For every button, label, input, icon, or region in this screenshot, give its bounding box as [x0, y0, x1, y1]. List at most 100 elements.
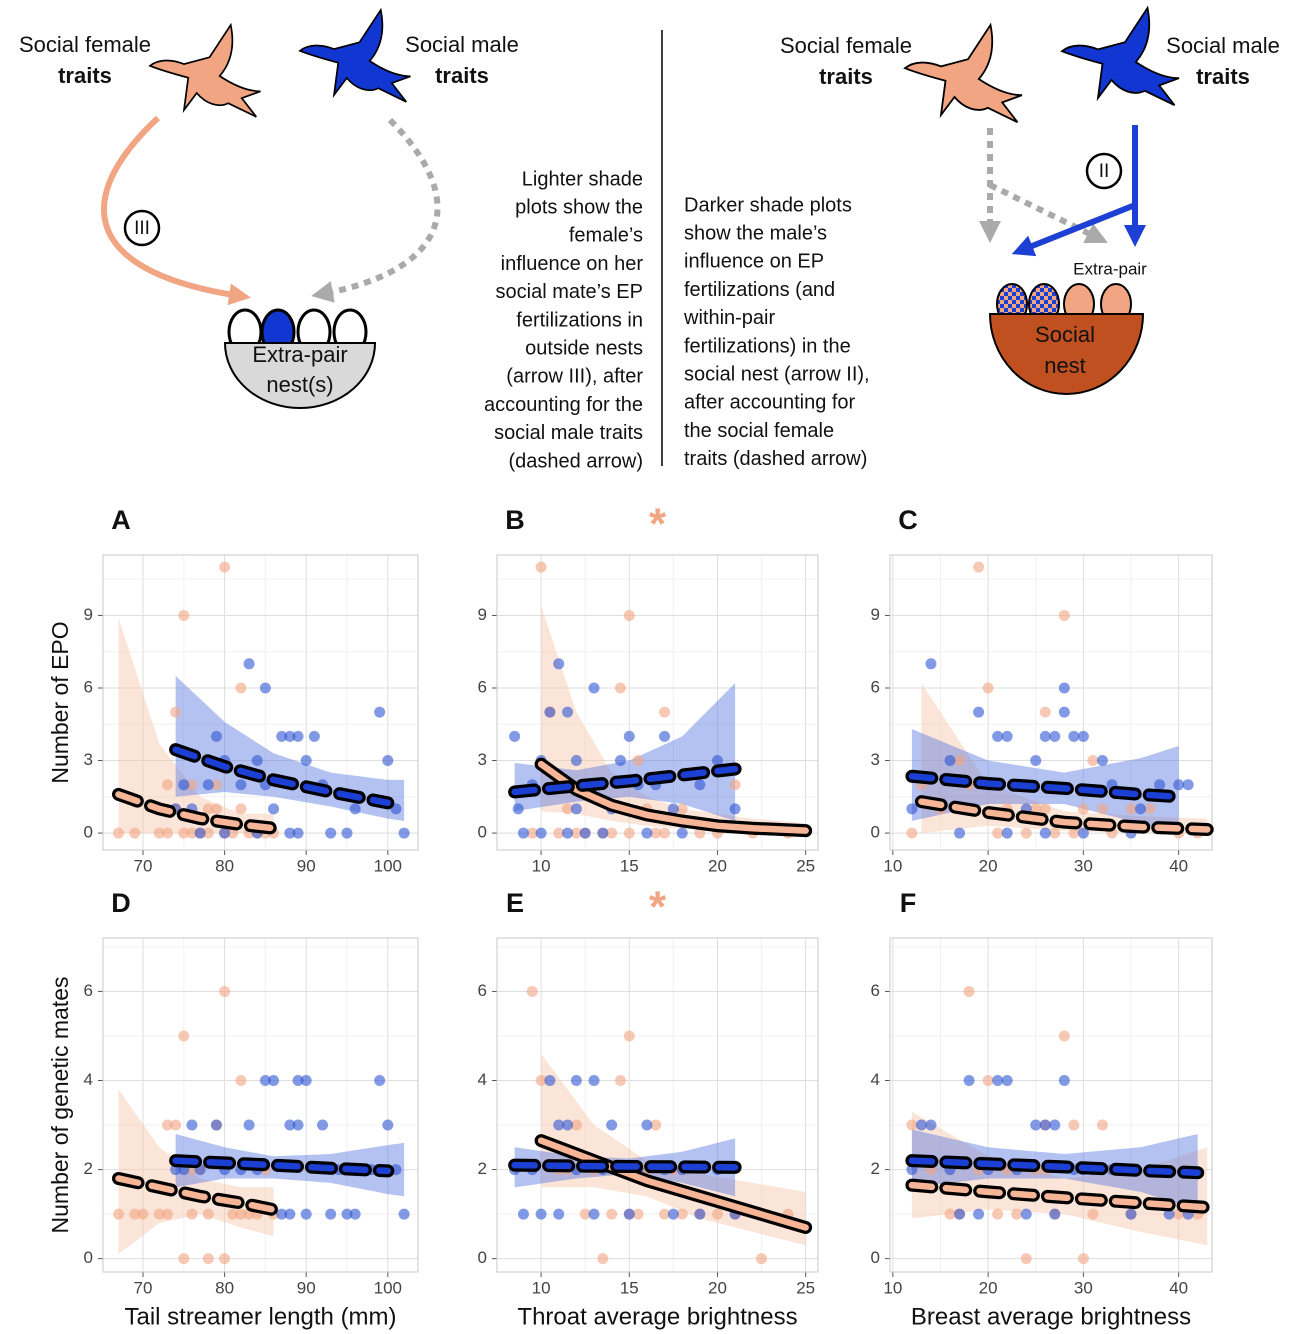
data-point — [202, 1208, 214, 1220]
data-point — [300, 1075, 312, 1087]
data-point — [509, 730, 521, 742]
x-tick-label: 90 — [297, 856, 316, 875]
data-point — [137, 1208, 149, 1220]
fit-line — [115, 791, 277, 832]
x-tick-label: 30 — [1074, 856, 1093, 875]
data-point — [925, 1119, 937, 1131]
x-tick-label: 10 — [532, 856, 551, 875]
data-point — [623, 609, 635, 621]
data-point — [517, 827, 529, 839]
y-tick-label: 4 — [871, 1070, 880, 1089]
confidence-band — [541, 1053, 806, 1246]
data-point — [632, 755, 644, 767]
fit-line — [172, 746, 392, 807]
note-line: plots show the — [515, 196, 643, 218]
data-point — [178, 1030, 190, 1042]
x-tick-label: 80 — [215, 856, 234, 875]
data-point — [1049, 827, 1061, 839]
fit-line — [537, 760, 809, 834]
y-axis-title: Number of genetic mates — [47, 977, 73, 1234]
female-label: Social female — [19, 32, 151, 57]
male-label: traits — [1196, 64, 1250, 89]
notes: Lighter shade plots show the female’s influ… — [484, 168, 870, 472]
x-axis-title: Breast average brightness — [911, 1303, 1191, 1330]
note-line: influence on EP — [684, 251, 824, 273]
data-point — [210, 803, 222, 815]
x-tick-label: 15 — [620, 856, 639, 875]
plot-frame — [102, 937, 419, 1273]
note-line: female’s — [569, 225, 643, 247]
data-point — [186, 779, 198, 791]
male-label: Social male — [405, 32, 519, 57]
data-point — [562, 1119, 574, 1131]
panel-label: D — [111, 888, 131, 918]
data-point — [161, 779, 173, 791]
diagram-right: Social female traits Social male traits … — [780, 7, 1280, 395]
data-point — [588, 1075, 600, 1087]
fit-line — [537, 1137, 809, 1231]
data-point — [161, 1208, 173, 1220]
data-point — [553, 1119, 565, 1131]
data-point — [562, 706, 574, 718]
data-point — [113, 827, 125, 839]
data-point — [553, 658, 565, 670]
data-point — [341, 1208, 353, 1220]
data-point — [623, 730, 635, 742]
note-line: social male traits — [494, 422, 643, 444]
data-point — [544, 706, 556, 718]
note-line: (dashed arrow) — [508, 450, 643, 472]
data-point — [676, 803, 688, 815]
data-point — [1182, 779, 1194, 791]
confidence-band — [541, 605, 806, 834]
data-point — [243, 1119, 255, 1131]
data-point — [606, 827, 618, 839]
male-bird — [1061, 7, 1180, 107]
fit-line — [511, 765, 739, 796]
data-point — [1087, 755, 1099, 767]
note-line: influence on her — [501, 253, 644, 275]
data-point — [641, 827, 653, 839]
female-label: traits — [819, 64, 873, 89]
x-tick-label: 40 — [1169, 1278, 1188, 1297]
data-point — [219, 561, 231, 573]
diagram-left: Social female traits Social male traits … — [19, 9, 519, 409]
data-point — [219, 985, 231, 997]
data-point — [562, 827, 574, 839]
data-point — [308, 730, 320, 742]
x-tick-label: 30 — [1074, 1278, 1093, 1297]
significance-mark: * — [649, 883, 667, 932]
female-bird — [149, 24, 262, 118]
y-tick-label: 0 — [84, 1248, 93, 1267]
note-line: (arrow III), after — [506, 366, 643, 388]
nest-label: Extra-pair — [252, 342, 347, 367]
note-line: outside nests — [525, 337, 643, 359]
nest — [988, 313, 1145, 395]
data-point — [544, 1075, 556, 1087]
fit-line — [172, 1157, 392, 1175]
note-line: after accounting for — [684, 392, 856, 414]
x-tick-label: 90 — [297, 1278, 316, 1297]
note-line: Darker shade plots — [684, 194, 852, 216]
data-point — [268, 1075, 280, 1087]
y-tick-label: 4 — [478, 1070, 487, 1089]
data-point — [570, 1119, 582, 1131]
data-point — [1058, 682, 1070, 694]
data-point — [170, 1119, 182, 1131]
data-point — [1077, 730, 1089, 742]
data-point — [284, 730, 296, 742]
data-point — [186, 827, 198, 839]
data-point — [1058, 609, 1070, 621]
data-point — [202, 779, 214, 791]
data-point — [1001, 730, 1013, 742]
data-point — [659, 827, 671, 839]
data-point — [659, 1208, 671, 1220]
data-point — [300, 755, 312, 767]
data-point — [944, 1208, 956, 1220]
y-tick-label: 6 — [478, 677, 487, 696]
data-point — [623, 1030, 635, 1042]
data-point — [676, 1208, 688, 1220]
data-point — [588, 682, 600, 694]
panel-label: A — [111, 505, 131, 535]
data-point — [202, 827, 214, 839]
data-point — [1030, 755, 1042, 767]
